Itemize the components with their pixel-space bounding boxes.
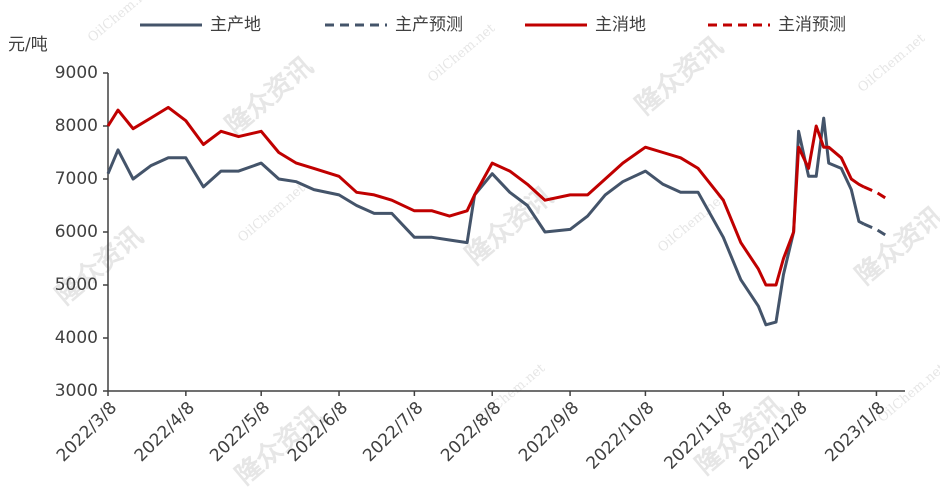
series-line bbox=[863, 185, 890, 202]
y-tick-label: 7000 bbox=[55, 169, 98, 189]
y-tick-label: 3000 bbox=[55, 381, 98, 401]
x-tick-label: 2022/9/8 bbox=[515, 398, 583, 466]
x-tick-label: 2023/1/8 bbox=[821, 398, 889, 466]
series-line bbox=[106, 116, 865, 327]
legend-label: 主消地 bbox=[595, 15, 646, 35]
watermark: OilChem.net bbox=[235, 181, 309, 246]
y-tick-label: 5000 bbox=[55, 275, 98, 295]
y-tick-label: 9000 bbox=[55, 63, 98, 83]
x-tick-label: 2022/8/8 bbox=[437, 398, 505, 466]
legend-label: 主产预测 bbox=[395, 15, 463, 35]
watermark: OilChem.net bbox=[855, 31, 929, 96]
x-tick-label: 2022/4/8 bbox=[131, 398, 199, 466]
legend-label: 主消预测 bbox=[778, 15, 846, 35]
y-tick-label: 6000 bbox=[55, 222, 98, 242]
y-axis-label: 元/吨 bbox=[8, 35, 48, 55]
y-tick-label: 4000 bbox=[55, 328, 98, 348]
series-line bbox=[106, 105, 865, 287]
y-tick-label: 8000 bbox=[55, 116, 98, 136]
watermark: 隆众资讯 bbox=[850, 201, 940, 291]
watermark: 隆众资讯 bbox=[220, 51, 319, 141]
series-line bbox=[863, 222, 890, 239]
legend-label: 主产地 bbox=[210, 15, 261, 35]
watermark: OilChem.net bbox=[85, 0, 159, 46]
x-tick-label: 2022/7/8 bbox=[359, 398, 427, 466]
x-tick-label: 2022/10/8 bbox=[583, 398, 659, 474]
x-tick-label: 2022/3/8 bbox=[53, 398, 121, 466]
watermark: OilChem.net bbox=[655, 191, 729, 256]
watermark: 隆众资讯 bbox=[630, 31, 729, 121]
